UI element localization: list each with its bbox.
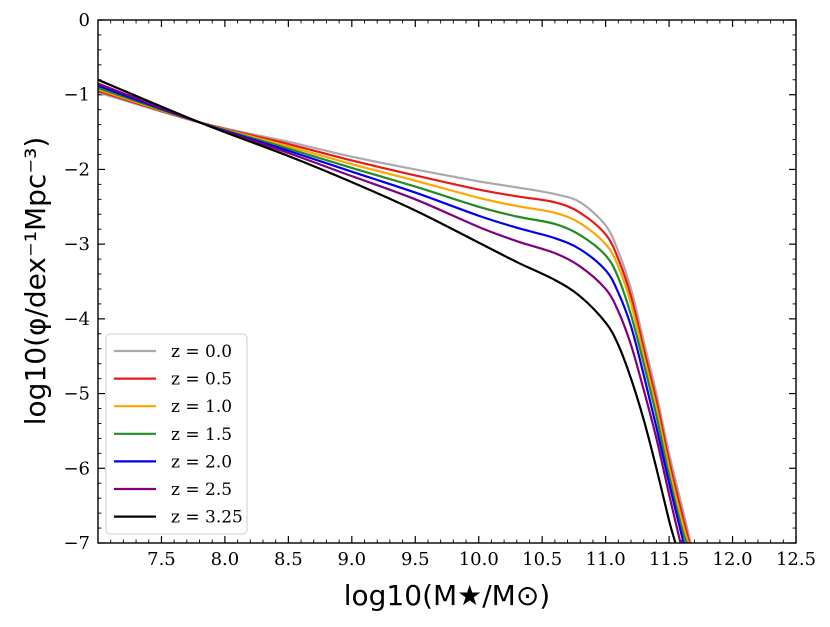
legend-box [105, 333, 248, 535]
legend-label-4: z = 2.0 [171, 452, 232, 472]
x-tick-label: 9.5 [401, 549, 430, 570]
series-line-1 [98, 89, 691, 543]
series-line-4 [98, 84, 686, 543]
y-tick-label: 0 [79, 10, 90, 31]
y-tick-label: −4 [63, 309, 90, 330]
tick-layer [98, 19, 797, 544]
x-tick-label: 10.0 [459, 549, 499, 570]
x-tick-label: 11.5 [649, 549, 689, 570]
x-tick-label: 10.5 [522, 549, 562, 570]
plot-frame [97, 19, 797, 544]
legend-label-0: z = 0.0 [171, 342, 232, 362]
x-tick-label: 8.5 [274, 549, 303, 570]
x-tick-label: 8.0 [211, 549, 240, 570]
series-line-2 [98, 88, 690, 543]
y-axis-label: log10(φ/dex⁻¹Mpc⁻³) [19, 137, 52, 425]
y-tick-labels: 0 −1 −2 −3 −4 −5 −6 −7 [63, 10, 90, 554]
series-line-6 [98, 78, 677, 543]
legend: z = 0.0 z = 0.5 z = 1.0 z = 1.5 z = 2.0 z = 2… [105, 333, 248, 535]
y-tick-label: −6 [63, 458, 90, 479]
x-tick-label: 9.0 [337, 549, 366, 570]
legend-label-1: z = 0.5 [171, 370, 232, 390]
x-axis-label: log10(M★/M⊙) [344, 579, 550, 612]
x-tick-labels: 7.5 8.0 8.5 9.0 9.5 10.0 10.5 11.0 11.5 12.0 12.5 [147, 549, 816, 570]
x-tick-label: 12.0 [713, 549, 753, 570]
legend-label-3: z = 1.5 [171, 425, 232, 445]
series-line-3 [98, 86, 688, 543]
y-tick-label: −1 [63, 85, 90, 106]
x-tick-label: 12.5 [776, 549, 816, 570]
series-line-5 [98, 82, 682, 543]
series-layer [98, 78, 692, 543]
x-tick-label: 11.0 [586, 549, 626, 570]
legend-label-6: z = 3.25 [171, 508, 243, 528]
legend-label-5: z = 2.5 [171, 480, 232, 500]
series-line-0 [98, 91, 692, 543]
y-tick-label: −2 [63, 159, 90, 180]
y-tick-label: −5 [63, 384, 90, 405]
legend-label-2: z = 1.0 [171, 397, 232, 417]
x-tick-label: 7.5 [147, 549, 176, 570]
y-tick-label: −7 [63, 533, 90, 554]
y-tick-label: −3 [63, 234, 90, 255]
